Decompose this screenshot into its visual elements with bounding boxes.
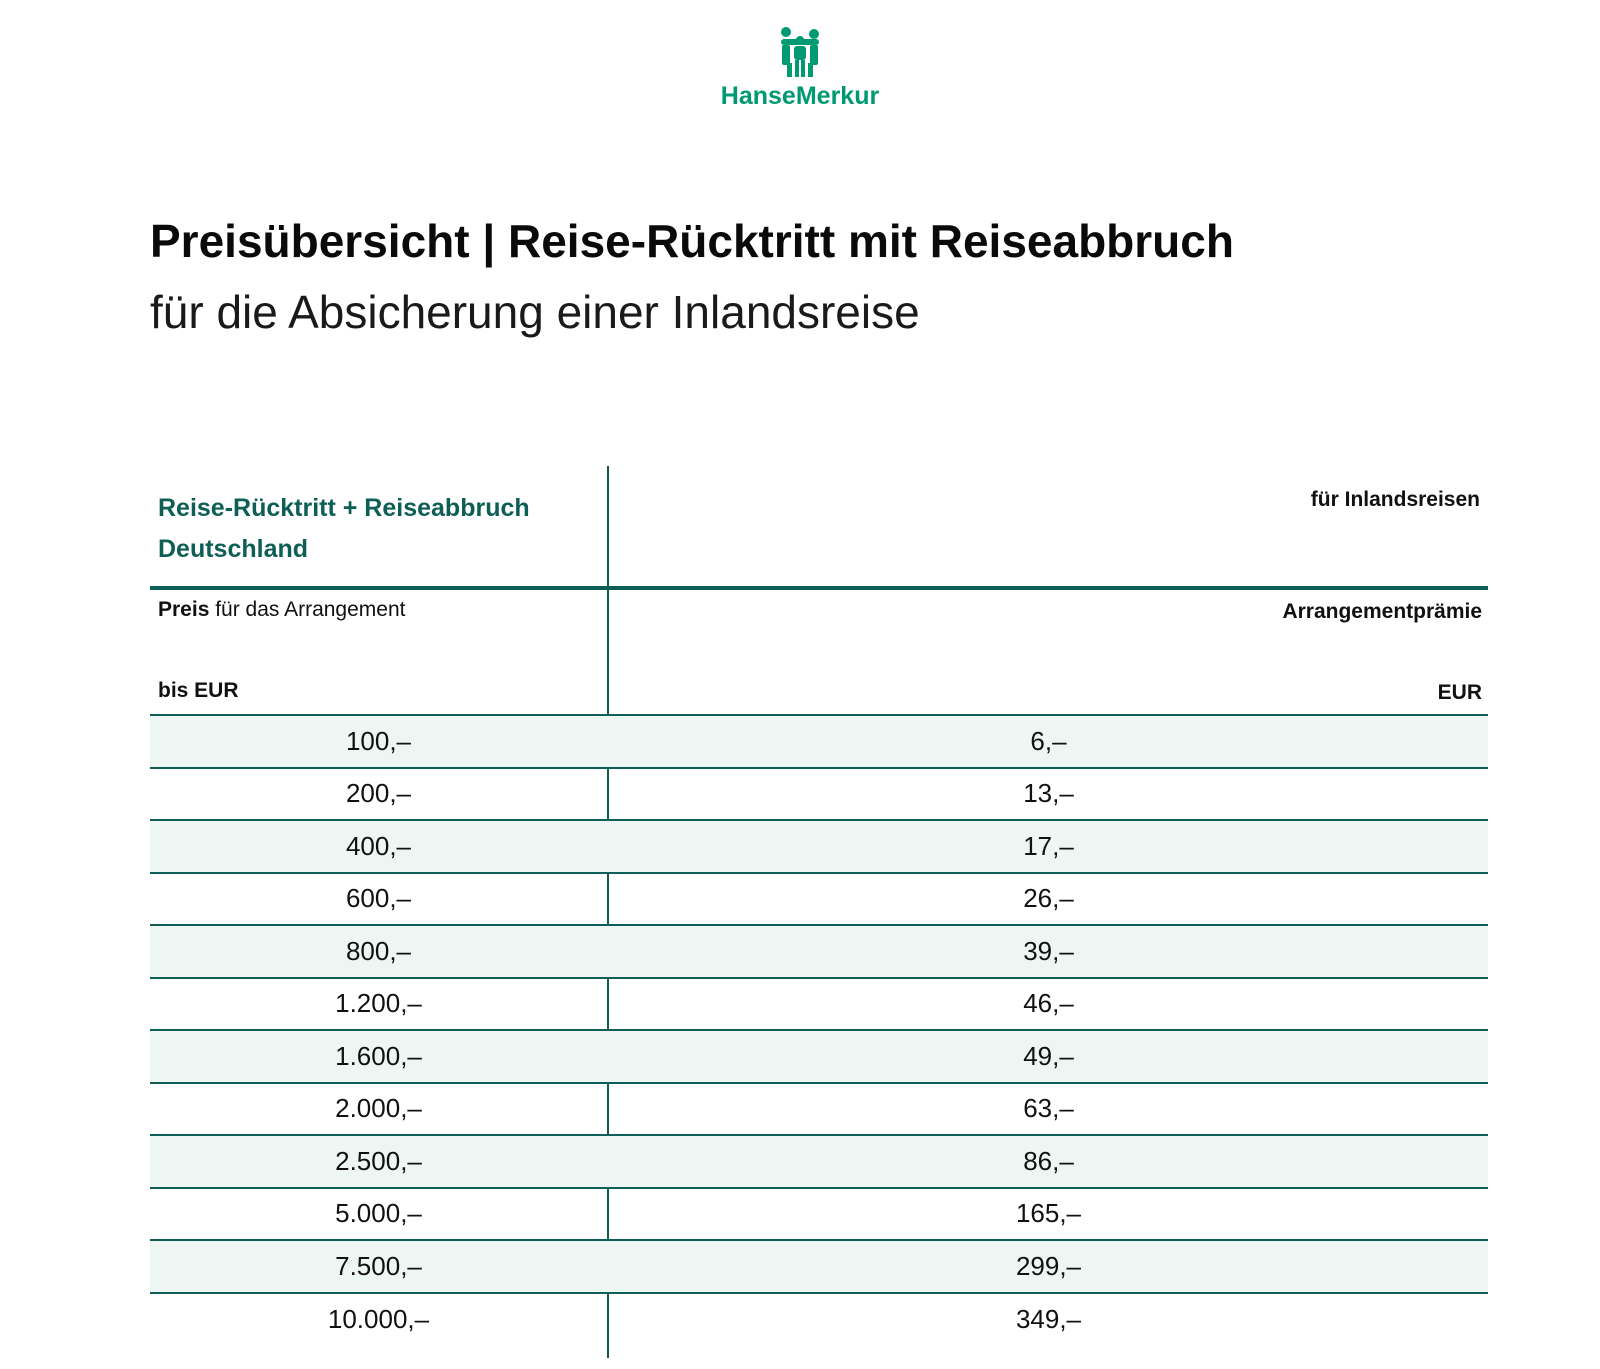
premium-cell: 86,– xyxy=(1023,1145,1074,1176)
price-column-label: Preis für das Arrangement xyxy=(158,598,405,622)
price-cell: 1.200,– xyxy=(335,988,422,1019)
logo-text: HanseMerkur xyxy=(720,82,880,110)
table-row: 800,– 39,– xyxy=(150,926,1488,979)
price-cell: 5.000,– xyxy=(335,1198,422,1229)
premium-cell: 6,– xyxy=(1030,725,1067,756)
table-header-product: Reise-Rücktritt + Reiseabbruch Deutschla… xyxy=(150,478,1488,590)
premium-column-label: Arrangementprämie xyxy=(1282,600,1482,623)
premium-cell: 26,– xyxy=(1023,883,1074,914)
table-row: 10.000,– 349,– xyxy=(150,1294,1488,1347)
table-body: 100,– 6,– 200,– 13,– 400,– 17,– 600,– 26,– 800,–… xyxy=(150,716,1488,1346)
table-row: 1.200,– 46,– xyxy=(150,979,1488,1031)
price-label-rest: für das Arrangement xyxy=(209,598,406,621)
premium-cell: 39,– xyxy=(1023,935,1074,966)
product-name: Reise-Rücktritt + Reiseabbruch Deutschla… xyxy=(158,488,530,570)
column-divider xyxy=(607,466,609,1358)
table-header-columns: Preis für das Arrangement Arrangementprä… xyxy=(150,590,1488,716)
premium-cell: 299,– xyxy=(1015,1250,1082,1281)
table-row: 2.000,– 63,– xyxy=(150,1084,1488,1136)
price-cell: 7.500,– xyxy=(335,1250,422,1281)
price-cell: 800,– xyxy=(345,935,412,966)
product-name-line2: Deutschland xyxy=(158,535,309,563)
table-row: 7.500,– 299,– xyxy=(150,1241,1488,1294)
premium-cell: 349,– xyxy=(1015,1304,1082,1335)
price-cell: 400,– xyxy=(345,830,412,861)
logo: HanseMerkur xyxy=(0,26,1600,111)
table-row: 100,– 6,– xyxy=(150,716,1488,769)
price-cell: 10.000,– xyxy=(327,1304,430,1335)
page-title: Preisübersicht | Reise-Rücktritt mit Rei… xyxy=(150,215,1234,267)
price-cell: 1.600,– xyxy=(335,1040,422,1071)
price-cell: 2.000,– xyxy=(335,1093,422,1124)
price-cell: 200,– xyxy=(345,778,412,809)
table-row: 5.000,– 165,– xyxy=(150,1189,1488,1241)
product-name-line1: Reise-Rücktritt + Reiseabbruch xyxy=(158,494,530,522)
premium-cell: 17,– xyxy=(1023,830,1074,861)
premium-cell: 49,– xyxy=(1023,1040,1074,1071)
table-row: 2.500,– 86,– xyxy=(150,1136,1488,1189)
price-unit-label: bis EUR xyxy=(158,679,239,702)
premium-cell: 165,– xyxy=(1015,1198,1082,1229)
premium-cell: 63,– xyxy=(1023,1093,1074,1124)
hansemerkur-people-icon xyxy=(781,27,819,77)
table-row: 600,– 26,– xyxy=(150,874,1488,926)
premium-unit-label: EUR xyxy=(1437,681,1482,704)
table-row: 1.600,– 49,– xyxy=(150,1031,1488,1084)
premium-cell: 46,– xyxy=(1023,988,1074,1019)
price-cell: 600,– xyxy=(345,883,412,914)
page-subtitle: für die Absicherung einer Inlandsreise xyxy=(150,286,920,338)
price-table: Reise-Rücktritt + Reiseabbruch Deutschla… xyxy=(150,466,1488,1358)
price-cell: 2.500,– xyxy=(335,1145,422,1176)
table-row: 400,– 17,– xyxy=(150,821,1488,874)
column-heading-inland: für Inlandsreisen xyxy=(1310,488,1480,511)
price-cell: 100,– xyxy=(345,725,412,756)
price-label-bold: Preis xyxy=(158,598,210,621)
premium-cell: 13,– xyxy=(1023,778,1074,809)
table-row: 200,– 13,– xyxy=(150,769,1488,821)
